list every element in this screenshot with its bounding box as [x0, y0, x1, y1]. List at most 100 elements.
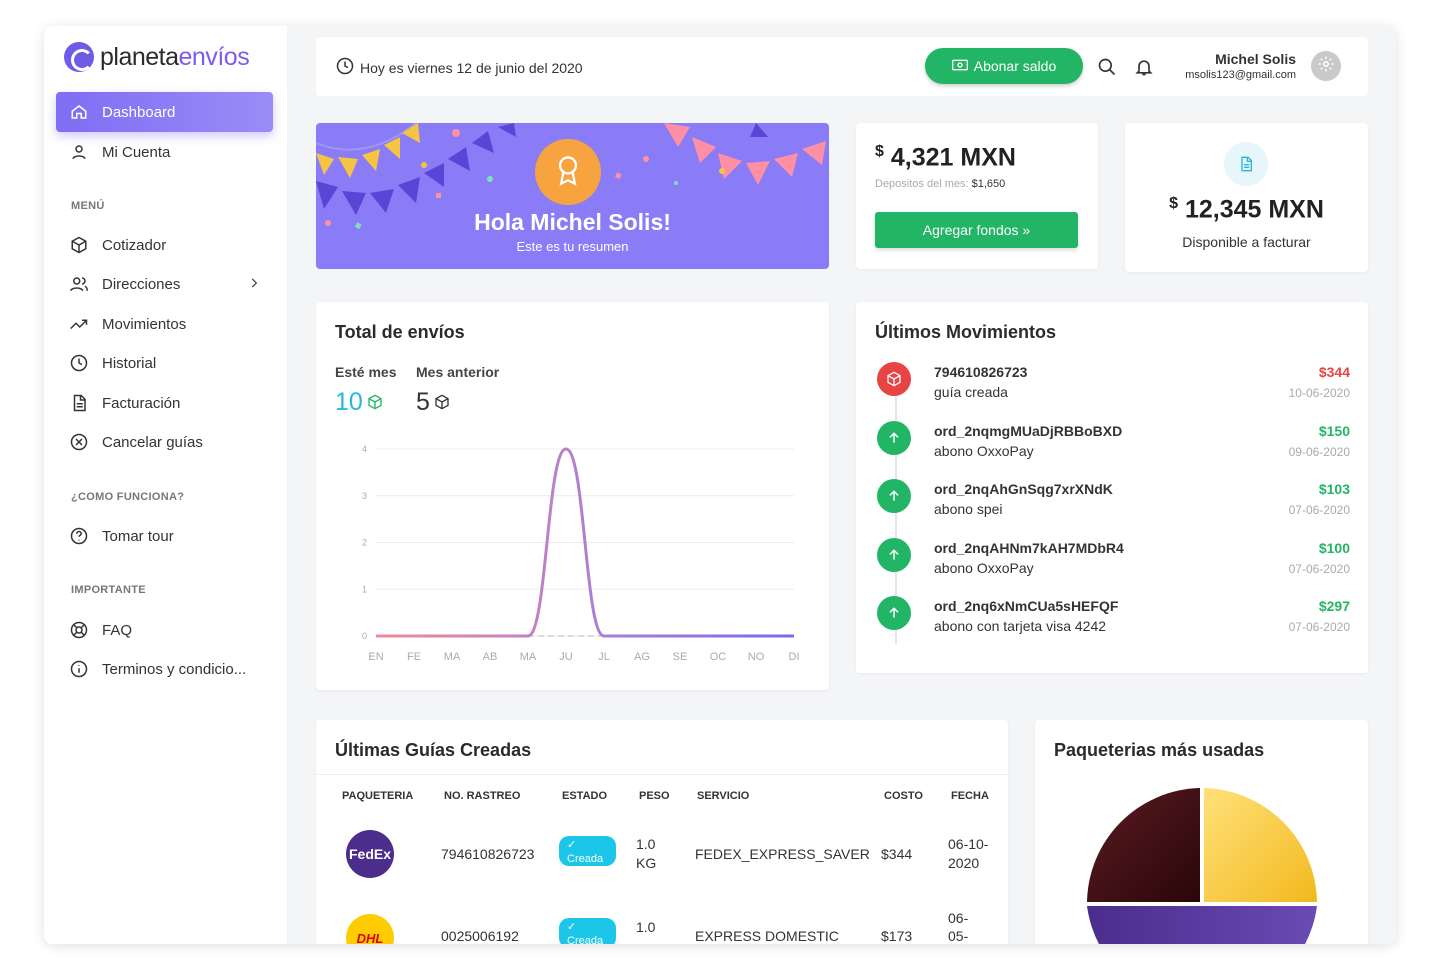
- check-circle-icon: ✓: [567, 921, 577, 933]
- carriers-title: Paqueterias más usadas: [1054, 740, 1265, 760]
- balance-card: $ 4,321 MXN Depositos del mes: $1,650 Ag…: [856, 123, 1098, 269]
- sidebar-item-dashboard[interactable]: Dashboard: [56, 92, 273, 132]
- clock-icon: [336, 57, 354, 78]
- y-tick-label: 4: [362, 444, 367, 454]
- pie-slice[interactable]: [1204, 788, 1317, 902]
- sidebar-item-terminos[interactable]: Terminos y condicio...: [56, 649, 273, 689]
- weight-unit: KG: [636, 855, 657, 871]
- welcome-banner: Hola Michel Solis! Este es tu resumen: [316, 123, 829, 269]
- this-month-value: 10: [335, 388, 383, 417]
- invoice-icon: [1224, 142, 1268, 186]
- users-icon: [70, 275, 88, 293]
- service-name: EXPRESS DOMESTIC: [695, 928, 839, 944]
- agregar-fondos-button[interactable]: Agregar fondos »: [875, 212, 1078, 248]
- series-line: [376, 447, 794, 638]
- sidebar-item-label: Cotizador: [102, 236, 167, 254]
- cost-value: $344: [881, 846, 913, 862]
- movements-card: Últimos Movimientos 794610826723 guía cre…: [856, 302, 1368, 673]
- pie-slice[interactable]: [1087, 788, 1200, 902]
- column-header: SERVICIO: [697, 790, 750, 802]
- sidebar-item-tomar-tour[interactable]: Tomar tour: [56, 516, 273, 556]
- x-tick-label: OC: [710, 651, 727, 663]
- sidebar-item-label: Direcciones: [102, 275, 181, 293]
- column-header: COSTO: [884, 790, 923, 802]
- info-icon: [70, 660, 88, 678]
- gear-icon: [1317, 55, 1335, 78]
- sidebar-item-label: Tomar tour: [102, 527, 174, 545]
- section-title-menu: MENÚ: [71, 200, 105, 212]
- movement-item[interactable]: 794610826723 guía creada $344 10-06-2020: [875, 362, 1350, 420]
- column-header: FECHA: [951, 790, 989, 802]
- sidebar-item-facturacion[interactable]: Facturación: [56, 383, 273, 423]
- bell-icon[interactable]: [1134, 57, 1154, 82]
- sidebar-item-label: Historial: [102, 354, 157, 372]
- movement-item[interactable]: ord_2nqAhGnSqg7xrXNdK abono spei $103 07-06…: [875, 479, 1350, 537]
- billing-card: $ 12,345 MXN Disponible a facturar: [1125, 123, 1368, 272]
- section-title-como-funciona: ¿COMO FUNCIONA?: [71, 491, 185, 503]
- dhl-logo: DHL: [346, 914, 394, 944]
- movement-item[interactable]: ord_2nq6xNmCUa5sHEFQF abono con tarjeta v…: [875, 596, 1350, 654]
- x-tick-label: DI: [789, 651, 800, 663]
- movement-amount: $344: [1318, 364, 1350, 380]
- date-value: 06-10-: [948, 836, 989, 852]
- service-name: FEDEX_EXPRESS_SAVER: [695, 846, 870, 862]
- movement-id: ord_2nq6xNmCUa5sHEFQF: [934, 598, 1119, 614]
- sidebar-item-label: Facturación: [102, 394, 181, 412]
- confetti-decoration: [316, 123, 826, 230]
- this-month-label: Esté mes: [335, 364, 397, 380]
- sidebar-item-label: Cancelar guías: [102, 433, 203, 451]
- status-badge: ✓ Creada: [559, 836, 616, 866]
- x-tick-label: MA: [444, 651, 461, 663]
- movement-date: 09-06-2020: [1288, 444, 1350, 459]
- shipments-title: Total de envíos: [335, 322, 465, 342]
- movement-date: 07-06-2020: [1288, 620, 1350, 634]
- sidebar-item-label: FAQ: [102, 621, 133, 639]
- home-icon: [70, 103, 88, 121]
- arrow-up-icon: [877, 420, 911, 455]
- movement-id: ord_2nqAhGnSqg7xrXNdK: [934, 481, 1113, 497]
- y-tick-label: 1: [362, 584, 367, 594]
- arrow-up-icon: [877, 596, 911, 630]
- movement-item[interactable]: ord_2nqmgMUaDjRBBoBXD abono OxxoPay $150 09…: [875, 420, 1350, 479]
- billing-amount: $ 12,345 MXN: [1169, 195, 1324, 224]
- y-tick-label: 0: [362, 631, 367, 641]
- banner-subtitle: Este es tu resumen: [516, 239, 629, 254]
- section-title-importante: IMPORTANTE: [71, 584, 146, 596]
- x-tick-label: AB: [483, 651, 498, 663]
- sidebar-item-movimientos[interactable]: Movimientos: [56, 304, 273, 344]
- help-icon: [70, 527, 88, 545]
- x-tick-label: AG: [634, 651, 650, 663]
- abonar-saldo-button[interactable]: Abonar saldo: [925, 48, 1083, 84]
- sidebar-item-label: Dashboard: [102, 103, 176, 121]
- sidebar: planetaenvíos Dashboard Mi Cuenta MENÚ C…: [44, 26, 287, 944]
- movement-date: 07-06-2020: [1288, 561, 1350, 576]
- deposits-info: Depositos del mes: $1,650: [875, 178, 1006, 190]
- arrow-up-icon: [877, 479, 911, 513]
- guides-card: Últimas Guías Creadas PAQUETERIA NO. RAS…: [316, 720, 1008, 944]
- pie-slice[interactable]: [1087, 906, 1317, 944]
- trend-icon: [70, 315, 88, 333]
- column-header: PAQUETERIA: [342, 790, 414, 802]
- x-tick-label: FE: [407, 651, 421, 663]
- x-tick-label: JL: [598, 651, 610, 663]
- arrow-up-icon: [877, 537, 911, 572]
- movements-title: Últimos Movimientos: [875, 322, 1057, 342]
- sidebar-item-cancelar-guias[interactable]: Cancelar guías: [56, 422, 273, 462]
- award-badge: [535, 139, 601, 205]
- settings-avatar[interactable]: [1311, 51, 1341, 81]
- movement-id: ord_2nqAHNm7kAH7MDbR4: [934, 539, 1124, 556]
- movement-item[interactable]: ord_2nqAHNm7kAH7MDbR4 abono OxxoPay $100 07…: [875, 537, 1350, 596]
- sidebar-item-mi-cuenta[interactable]: Mi Cuenta: [56, 132, 273, 172]
- sidebar-item-faq[interactable]: FAQ: [56, 610, 273, 650]
- sidebar-item-historial[interactable]: Historial: [56, 343, 273, 383]
- movement-amount: $103: [1318, 481, 1350, 497]
- sidebar-item-cotizador[interactable]: Cotizador: [56, 225, 273, 265]
- movement-description: guía creada: [934, 384, 1008, 400]
- brand-logo[interactable]: planetaenvíos: [64, 42, 250, 72]
- search-icon[interactable]: [1097, 57, 1117, 82]
- movement-amount: $150: [1318, 422, 1350, 439]
- sidebar-item-direcciones[interactable]: Direcciones: [56, 264, 273, 304]
- box-icon: [70, 236, 88, 254]
- x-tick-label: SE: [673, 651, 688, 663]
- x-tick-label: EN: [368, 651, 383, 663]
